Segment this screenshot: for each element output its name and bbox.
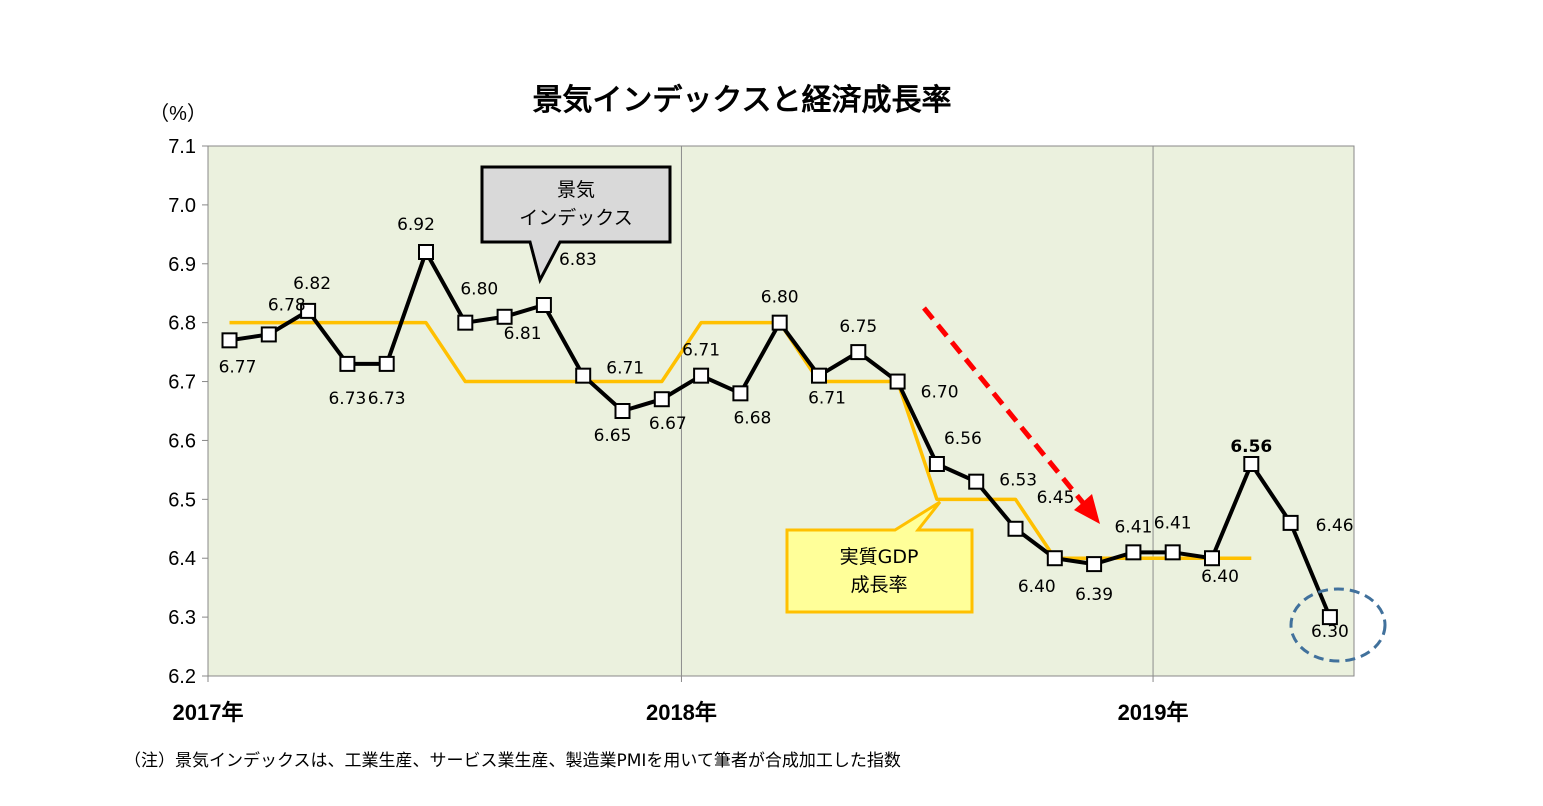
gdp-callout-line1: 実質GDP — [840, 546, 919, 568]
index-point — [811, 367, 827, 384]
data-labels: 6.77 6.786.82 6.73 6.73 6.92 6.80 6.81 6.83 6.71… — [219, 215, 1354, 642]
index-data-label: 6.56 — [944, 429, 982, 449]
index-data-label: 6.83 — [559, 250, 597, 270]
index-data-label: 6.40 — [1018, 577, 1056, 597]
index-data-label: 6.82 — [293, 274, 331, 294]
index-callout-line2: インデックス — [519, 207, 632, 229]
index-point — [535, 297, 552, 313]
index-data-label: 6.30 — [1311, 622, 1349, 642]
y-axis-ticks: 7.1 7.0 6.9 6.8 6.7 6.6 6.5 6.4 6.3 6.2 — [168, 136, 208, 688]
trend-arrow-shaft — [922, 306, 1086, 506]
index-point — [614, 403, 631, 419]
y-tick-label: 7.0 — [168, 195, 196, 217]
y-tick-label: 6.2 — [168, 666, 196, 688]
trend-arrow-head — [1074, 494, 1100, 524]
index-callout: 景気 インデックス — [480, 165, 672, 285]
index-point — [496, 308, 513, 325]
index-point — [260, 326, 277, 343]
index-point — [968, 473, 985, 490]
y-tick-label: 6.4 — [168, 548, 196, 570]
y-tick-label: 6.9 — [168, 254, 196, 276]
index-data-label: 6.80 — [460, 280, 498, 300]
index-callout-line1: 景気 — [557, 179, 595, 201]
index-data-label: 6.77 — [219, 357, 257, 377]
x-year-label: 2017年 — [173, 700, 244, 725]
y-tick-label: 6.8 — [168, 313, 196, 335]
gdp-callout: 実質GDP 成長率 — [785, 500, 974, 614]
index-point — [653, 391, 670, 408]
index-point — [928, 456, 945, 472]
footnote: （注）景気インデックスは、工業生産、サービス業生産、製造業PMIを用いて筆者が合… — [124, 750, 901, 771]
index-data-label: 6.39 — [1075, 585, 1113, 605]
index-data-label: 6.92 — [397, 215, 435, 235]
y-tick-label: 6.7 — [168, 372, 196, 394]
index-data-label: 6.56 — [1230, 437, 1272, 457]
index-point — [339, 355, 356, 372]
index-point — [1243, 456, 1260, 472]
index-data-label: 6.71 — [606, 359, 644, 379]
index-point — [1125, 544, 1142, 561]
index-point — [221, 332, 238, 349]
index-data-label: 6.73 — [328, 389, 366, 409]
index-point — [300, 302, 317, 319]
index-data-label: 6.73 — [368, 389, 406, 409]
index-point — [1046, 550, 1063, 567]
index-point — [1007, 520, 1024, 537]
index-point — [575, 367, 592, 384]
index-data-label: 6.70 — [921, 383, 959, 403]
index-point — [457, 314, 474, 331]
chart-title: 景気インデックスと経済成長率 — [532, 83, 951, 118]
index-data-label: 6.75 — [839, 317, 877, 337]
index-data-label: 6.71 — [808, 389, 846, 409]
y-tick-label: 6.3 — [168, 607, 196, 629]
index-data-label: 6.78 — [268, 295, 306, 315]
index-point — [771, 314, 788, 331]
index-data-label: 6.71 — [682, 341, 720, 361]
index-point — [1204, 550, 1220, 567]
trend-arrow — [922, 306, 1100, 524]
highlight-circle — [1289, 587, 1387, 663]
y-tick-label: 6.5 — [168, 489, 196, 511]
index-point — [1282, 514, 1299, 531]
index-point — [1086, 556, 1103, 573]
gdp-callout-line2: 成長率 — [850, 574, 907, 596]
index-data-label: 6.45 — [1037, 488, 1075, 508]
index-data-label: 6.81 — [504, 324, 542, 344]
index-data-label: 6.41 — [1114, 517, 1152, 537]
index-data-label: 6.65 — [594, 426, 632, 446]
vertical-gridlines — [680, 146, 1154, 676]
index-point — [1321, 609, 1338, 626]
index-point — [378, 355, 395, 372]
x-year-label: 2019年 — [1118, 700, 1189, 725]
index-data-label: 6.67 — [649, 414, 687, 434]
index-point — [732, 385, 749, 402]
index-data-label: 6.41 — [1154, 513, 1192, 533]
index-point — [1164, 544, 1181, 561]
index-data-label: 6.80 — [761, 288, 799, 308]
index-data-label: 6.40 — [1201, 567, 1239, 587]
x-year-label: 2018年 — [646, 700, 717, 725]
index-point — [889, 373, 906, 390]
index-series — [221, 244, 1338, 626]
y-unit-label: （%） — [149, 102, 207, 125]
index-data-label: 6.68 — [733, 408, 771, 428]
index-point — [418, 244, 434, 260]
y-tick-label: 7.1 — [168, 136, 196, 158]
index-point — [693, 367, 710, 384]
index-point — [850, 344, 867, 361]
x-axis-year-labels: 2017年 2018年 2019年 — [173, 676, 1189, 725]
index-data-label: 6.46 — [1316, 516, 1354, 536]
index-data-label: 6.53 — [999, 471, 1037, 491]
plot-area — [207, 145, 1355, 677]
y-tick-label: 6.6 — [168, 430, 196, 452]
